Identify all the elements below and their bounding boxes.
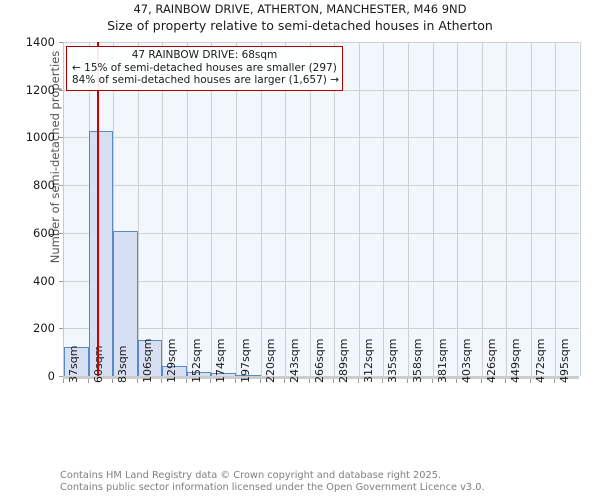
histogram-bar — [88, 130, 114, 376]
page-title: 47, RAINBOW DRIVE, ATHERTON, MANCHESTER,… — [133, 2, 467, 16]
histogram-bar — [211, 373, 236, 376]
x-tick-mark — [259, 379, 261, 383]
x-tick-label: 266sqm — [312, 338, 326, 383]
x-tick-label: 381sqm — [435, 338, 449, 383]
histogram-bar — [162, 365, 187, 376]
gridline-horizontal — [64, 42, 579, 43]
gridline-vertical — [383, 42, 385, 376]
histogram-bar — [113, 230, 138, 376]
x-tick-mark — [112, 379, 114, 383]
x-tick-mark — [235, 379, 236, 383]
x-tick-mark — [554, 379, 556, 383]
x-tick-label: 129sqm — [165, 338, 179, 383]
x-tick-mark — [505, 379, 507, 383]
y-tick-label: 1200 — [25, 82, 55, 97]
x-axis-line — [63, 376, 579, 379]
footer-line-1: Contains HM Land Registry data © Crown c… — [60, 470, 442, 481]
plot-area — [63, 42, 581, 376]
histogram-bar — [64, 347, 89, 376]
x-tick-mark — [529, 379, 531, 383]
gridline-vertical — [137, 42, 139, 376]
x-tick-label: 403sqm — [460, 338, 474, 383]
x-tick-label: 83sqm — [116, 345, 130, 383]
x-tick-mark — [136, 379, 138, 383]
x-tick-label: 174sqm — [214, 338, 228, 383]
gridline-vertical — [457, 42, 459, 376]
gridline-horizontal — [64, 185, 579, 187]
gridline-vertical — [309, 42, 311, 376]
gridline-horizontal — [64, 280, 579, 282]
x-tick-mark — [333, 379, 335, 383]
x-tick-label: 495sqm — [558, 338, 572, 383]
y-axis-title: Number of semi-detached properties — [48, 50, 62, 264]
x-tick-label: 289sqm — [337, 338, 351, 383]
gridline-horizontal — [64, 232, 579, 234]
property-annotation-box: 47 RAINBOW DRIVE: 68sqm ← 15% of semi-de… — [66, 46, 343, 91]
histogram-bar — [236, 374, 261, 376]
x-tick-label: 106sqm — [140, 338, 154, 383]
histogram-bar — [137, 339, 163, 376]
x-tick-mark — [456, 379, 458, 383]
x-tick-label: 449sqm — [509, 338, 523, 383]
x-tick-mark — [210, 379, 212, 383]
gridline-vertical — [432, 42, 434, 376]
gridline-vertical — [236, 42, 237, 376]
gridline-horizontal — [64, 137, 579, 139]
x-tick-mark — [63, 379, 64, 383]
footer-line-2: Contains public sector information licen… — [60, 481, 485, 493]
y-tick-label: 600 — [33, 225, 55, 240]
gridline-vertical — [285, 42, 287, 376]
x-tick-mark — [357, 379, 359, 383]
x-tick-label: 197sqm — [239, 338, 252, 383]
x-tick-label: 358sqm — [411, 338, 424, 383]
x-tick-mark — [161, 379, 163, 383]
x-tick-mark — [407, 379, 408, 383]
gridline-vertical — [162, 42, 164, 376]
footer-attribution: Contains HM Land Registry data © Crown c… — [60, 470, 580, 493]
x-tick-mark — [382, 379, 384, 383]
y-tick-label: 400 — [33, 273, 55, 288]
y-tick-label: 1400 — [25, 35, 55, 49]
x-tick-label: 243sqm — [288, 338, 302, 383]
gridline-vertical — [211, 42, 213, 376]
gridline-vertical — [260, 42, 262, 376]
annotation-line-2: ← 15% of semi-detached houses are smalle… — [72, 61, 337, 74]
gridline-horizontal — [64, 328, 579, 330]
gridline-vertical — [408, 42, 409, 376]
x-tick-label: 426sqm — [484, 338, 498, 383]
gridline-vertical — [506, 42, 508, 376]
gridline-vertical — [186, 42, 188, 376]
x-tick-label: 472sqm — [533, 338, 547, 383]
x-tick-mark — [480, 379, 482, 383]
gridline-vertical — [481, 42, 483, 376]
gridline-vertical — [334, 42, 336, 376]
gridline-vertical — [530, 42, 532, 376]
gridline-vertical — [555, 42, 557, 376]
histogram-bar — [186, 371, 212, 376]
annotation-line-1: 47 RAINBOW DRIVE: 68sqm — [131, 49, 278, 61]
gridline-vertical — [113, 42, 115, 376]
x-tick-label: 335sqm — [386, 338, 400, 383]
x-tick-mark — [87, 379, 89, 383]
annotation-line-3: 84% of semi-detached houses are larger (… — [72, 74, 340, 86]
y-tick-label: 1000 — [25, 130, 55, 145]
x-tick-mark — [308, 379, 310, 383]
x-tick-label: 220sqm — [263, 338, 277, 383]
x-tick-label: 312sqm — [361, 338, 375, 383]
x-tick-mark — [284, 379, 286, 383]
x-tick-label: 152sqm — [189, 338, 203, 383]
x-tick-label: 37sqm — [67, 345, 80, 383]
y-tick-label: 800 — [33, 178, 55, 193]
y-tick-label: 200 — [33, 321, 55, 336]
x-tick-mark — [185, 379, 187, 383]
page-subtitle: Size of property relative to semi-detach… — [107, 18, 493, 33]
y-tick-label: 0 — [47, 369, 55, 383]
property-size-marker-line — [97, 42, 99, 376]
x-tick-mark — [431, 379, 433, 383]
chart-title-block: 47, RAINBOW DRIVE, ATHERTON, MANCHESTER,… — [0, 2, 600, 34]
gridline-vertical — [580, 42, 581, 376]
gridline-vertical — [358, 42, 360, 376]
